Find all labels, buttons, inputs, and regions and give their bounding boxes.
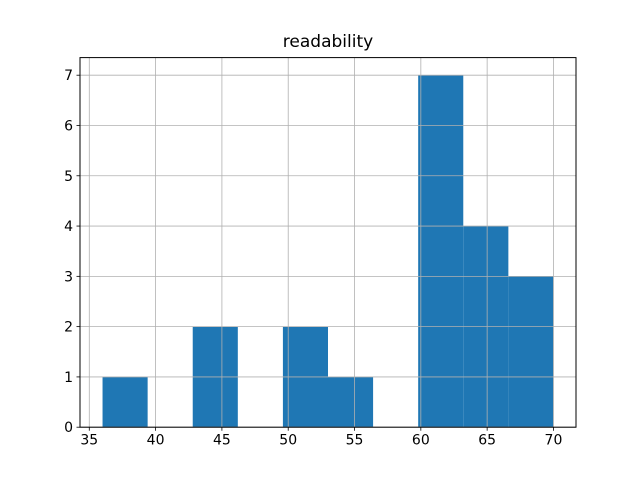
x-tick-label: 40 (147, 433, 165, 449)
histogram-bar (508, 276, 554, 428)
y-tick-label: 7 (64, 68, 73, 84)
x-tick-label: 55 (346, 433, 364, 449)
y-tick-label: 1 (64, 370, 73, 386)
plot-border (79, 57, 577, 428)
chart-title: readability (282, 32, 374, 52)
x-tick-label: 50 (279, 433, 297, 449)
histogram-bar (102, 376, 148, 428)
x-tick-label: 45 (213, 433, 231, 449)
histogram-bar (418, 75, 464, 428)
y-tick-label: 2 (64, 320, 73, 336)
y-tick-label: 3 (64, 269, 73, 285)
y-tick-label: 6 (64, 118, 73, 134)
y-tick-label: 5 (64, 169, 73, 185)
x-tick-label: 70 (545, 433, 563, 449)
x-tick-label: 65 (478, 433, 496, 449)
y-tick-label: 0 (64, 420, 73, 436)
y-tick-label: 4 (64, 219, 73, 235)
x-tick-label: 35 (80, 433, 98, 449)
histogram-bar (328, 376, 374, 428)
x-tick-label: 60 (412, 433, 430, 449)
